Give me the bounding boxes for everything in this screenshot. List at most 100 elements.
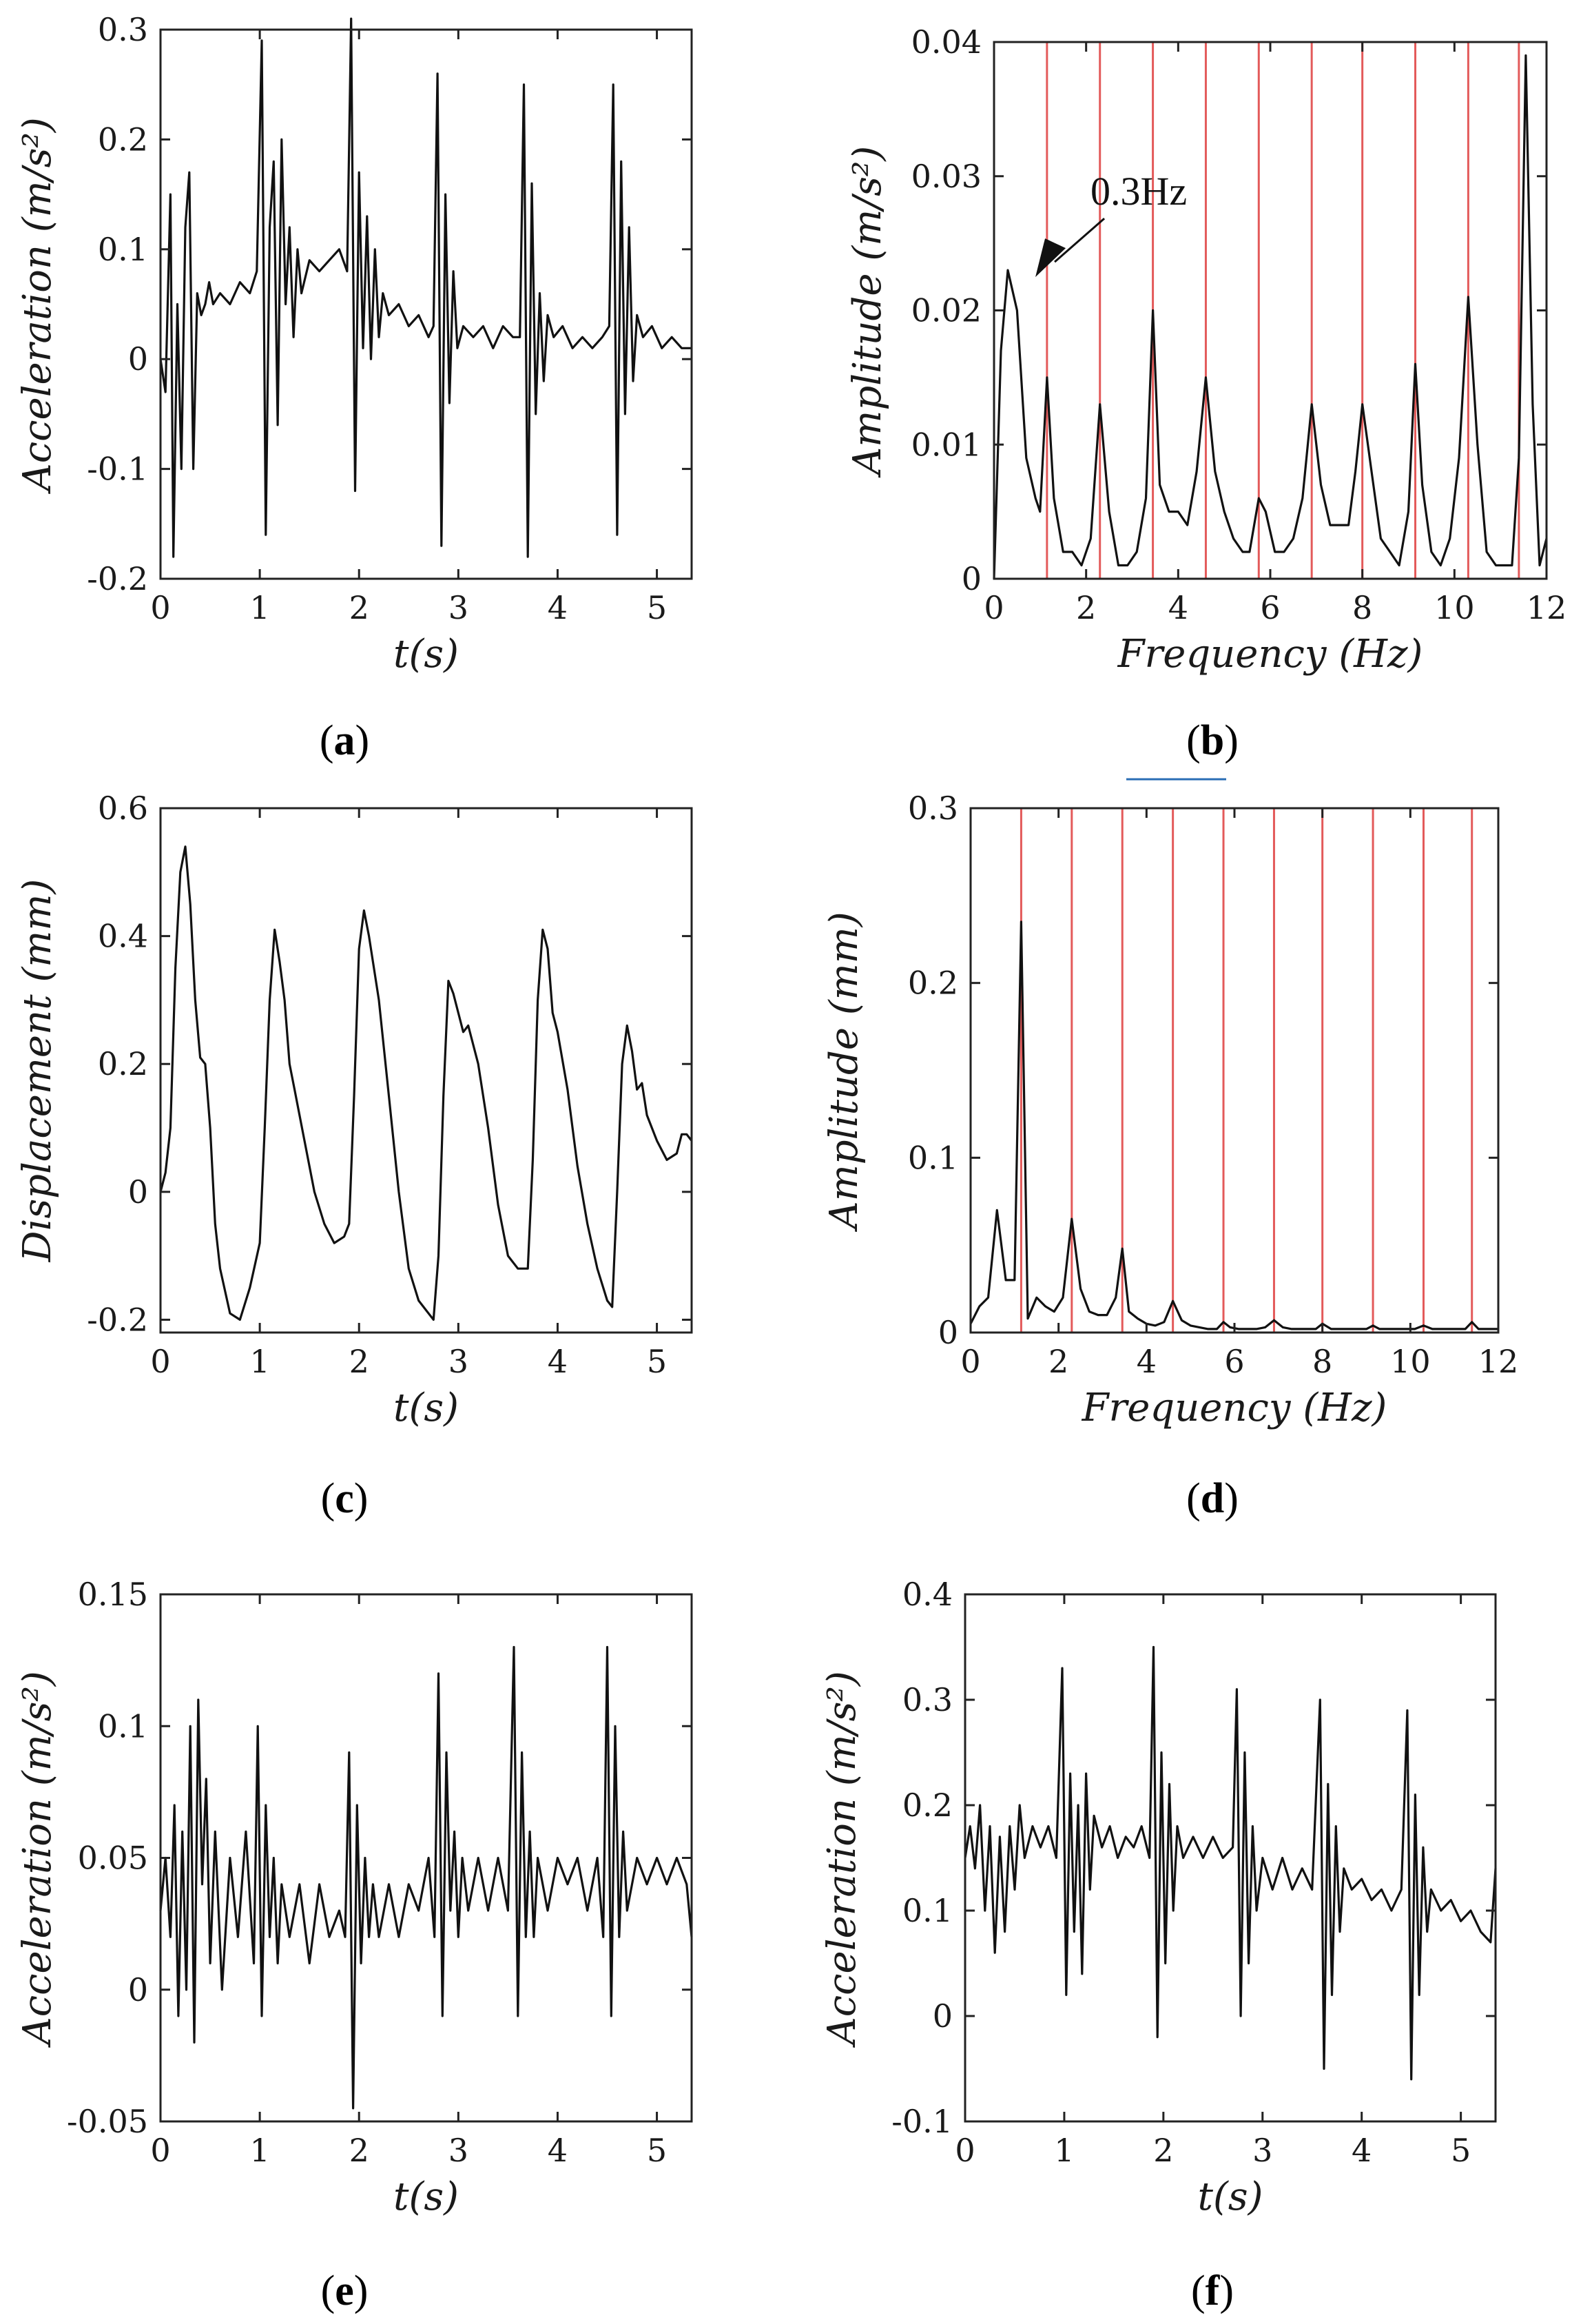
annotation-label: 0.3Hz xyxy=(1090,169,1187,214)
axes-frame xyxy=(159,28,693,580)
panel-caption: (f) xyxy=(1191,2268,1234,2314)
y-tick-label: 0 xyxy=(962,560,982,597)
y-tick-label: 0.1 xyxy=(98,1707,148,1745)
x-tick-label: 2 xyxy=(349,589,369,626)
y-tick-label: 0.3 xyxy=(902,1681,953,1718)
x-tick-label: 2 xyxy=(1076,589,1096,626)
panel-caption-letter: f xyxy=(1206,2268,1221,2314)
x-tick-label: 0 xyxy=(984,589,1004,626)
x-tick-label: 10 xyxy=(1390,1343,1431,1380)
panel-caption: (c) xyxy=(321,1475,369,1522)
series-line xyxy=(159,17,692,558)
x-tick-label: 1 xyxy=(249,589,269,626)
y-tick-label: 0.4 xyxy=(98,918,148,955)
x-tick-label: 0 xyxy=(955,2132,975,2169)
x-tick-label: 8 xyxy=(1312,1343,1332,1380)
plot-area xyxy=(994,42,1547,579)
x-tick-label: 2 xyxy=(349,2132,369,2169)
x-tick-label: 0 xyxy=(150,2132,170,2169)
y-tick-label: 0 xyxy=(128,1971,148,2008)
y-tick-label: -0.05 xyxy=(67,2103,148,2140)
x-tick-label: 12 xyxy=(1527,589,1567,626)
y-tick-label: 0 xyxy=(938,1314,958,1351)
x-tick-label: 4 xyxy=(548,589,568,626)
series-line xyxy=(159,845,693,1322)
x-axis-label: t(s) xyxy=(393,2174,459,2219)
x-tick-label: 5 xyxy=(1451,2132,1471,2169)
x-tick-label: 5 xyxy=(647,1343,667,1380)
y-tick-label: 0.3 xyxy=(908,790,958,827)
y-tick-label: 0.1 xyxy=(98,231,148,268)
panel-caption-letter: b xyxy=(1201,717,1224,764)
axes-frame xyxy=(964,1593,1497,2123)
y-tick-label: 0 xyxy=(128,1173,148,1211)
x-tick-label: 8 xyxy=(1352,589,1372,626)
x-tick-label: 6 xyxy=(1224,1343,1244,1380)
y-tick-label: -0.1 xyxy=(87,451,148,488)
x-tick-label: 3 xyxy=(448,589,468,626)
panel-f: 0 1 2 3 4 5-0.100.10.20.30.4t(s)Acceleration … xyxy=(820,1576,1497,2314)
x-tick-label: 10 xyxy=(1434,589,1475,626)
y-tick-label: 0.2 xyxy=(902,1787,953,1824)
x-tick-label: 5 xyxy=(647,2132,667,2169)
y-axis-label: Amplitude (mm) xyxy=(822,912,867,1232)
y-tick-label: 0.4 xyxy=(902,1576,953,1613)
y-tick-label: 0.1 xyxy=(908,1139,958,1176)
x-tick-label: 0 xyxy=(960,1343,980,1380)
x-tick-label: 3 xyxy=(448,1343,468,1380)
y-tick-label: -0.2 xyxy=(87,560,148,597)
panel-caption: (b) xyxy=(1186,717,1239,764)
x-axis-label: t(s) xyxy=(1198,2174,1263,2219)
y-tick-label: 0.6 xyxy=(98,790,148,827)
y-tick-label: 0.02 xyxy=(911,292,982,329)
x-tick-label: 4 xyxy=(1168,589,1188,626)
x-tick-label: 4 xyxy=(1137,1343,1157,1380)
panel-e: 0 1 2 3 4 5-0.0500.050.10.15t(s)Acceleration … xyxy=(15,1576,693,2314)
y-axis-label: Acceleration (m/s²) xyxy=(15,1671,60,2048)
y-tick-label: 0 xyxy=(128,340,148,378)
y-axis-label: Displacement (mm) xyxy=(15,879,60,1263)
x-tick-label: 3 xyxy=(448,2132,468,2169)
axes-frame xyxy=(159,807,693,1334)
panel-caption: (a) xyxy=(320,717,369,764)
y-tick-label: 0.05 xyxy=(78,1840,148,1877)
plot-area xyxy=(971,808,1498,1333)
y-tick-label: 0.01 xyxy=(911,426,982,463)
x-tick-label: 4 xyxy=(1352,2132,1372,2169)
panel-a: 0 1 2 3 4 5 -0.2 -0.1 0 0.1 0.2 0.3 t(s) Acceleration… xyxy=(15,11,693,764)
plot-area xyxy=(161,808,692,1333)
x-axis-label: Frequency (Hz) xyxy=(1082,1386,1387,1430)
y-tick-label: 0.2 xyxy=(98,121,148,158)
x-tick-label: 1 xyxy=(249,1343,269,1380)
panel-b: 0 2 4 6 8 10 12 0 0.01 0.02 0.03 0.04 Frequency (Hz)… xyxy=(845,23,1566,764)
x-tick-label: 1 xyxy=(1054,2132,1074,2169)
panel-d: 0 2 4 6 8 10 12 0 0.1 0.2 0.3 Frequency (Hz) Amplitu… xyxy=(822,790,1518,1522)
y-tick-label: 0.03 xyxy=(911,158,982,195)
panel-caption: (d) xyxy=(1186,1475,1239,1522)
series-line xyxy=(159,1645,693,2110)
x-tick-label: 2 xyxy=(1153,2132,1173,2169)
x-tick-label: 2 xyxy=(1048,1343,1068,1380)
y-tick-label: 0.1 xyxy=(902,1892,953,1929)
plot-area xyxy=(161,30,692,579)
y-tick-label: -0.1 xyxy=(891,2103,953,2140)
y-axis-label: Acceleration (m/s²) xyxy=(15,117,60,494)
y-tick-label: 0.3 xyxy=(98,11,148,48)
x-tick-label: 1 xyxy=(249,2132,269,2169)
y-tick-label: 0.15 xyxy=(78,1576,148,1613)
y-tick-label: -0.2 xyxy=(87,1301,148,1338)
x-tick-label: 3 xyxy=(1252,2132,1272,2169)
x-tick-label: 12 xyxy=(1478,1343,1519,1380)
x-tick-label: 0 xyxy=(150,589,170,626)
x-tick-label: 6 xyxy=(1260,589,1280,626)
series-line xyxy=(993,54,1548,579)
x-tick-label: 4 xyxy=(548,1343,568,1380)
x-tick-label: 0 xyxy=(150,1343,170,1380)
x-axis-label: Frequency (Hz) xyxy=(1117,632,1423,677)
panel-caption-letter: c xyxy=(335,1475,354,1522)
annotation-arrowhead xyxy=(1035,238,1066,278)
panel-c: 0 1 2 3 4 5-0.200.20.40.6t(s)Displacement (mm… xyxy=(15,790,693,1522)
x-tick-label: 2 xyxy=(349,1343,369,1380)
y-tick-label: 0.2 xyxy=(98,1045,148,1082)
